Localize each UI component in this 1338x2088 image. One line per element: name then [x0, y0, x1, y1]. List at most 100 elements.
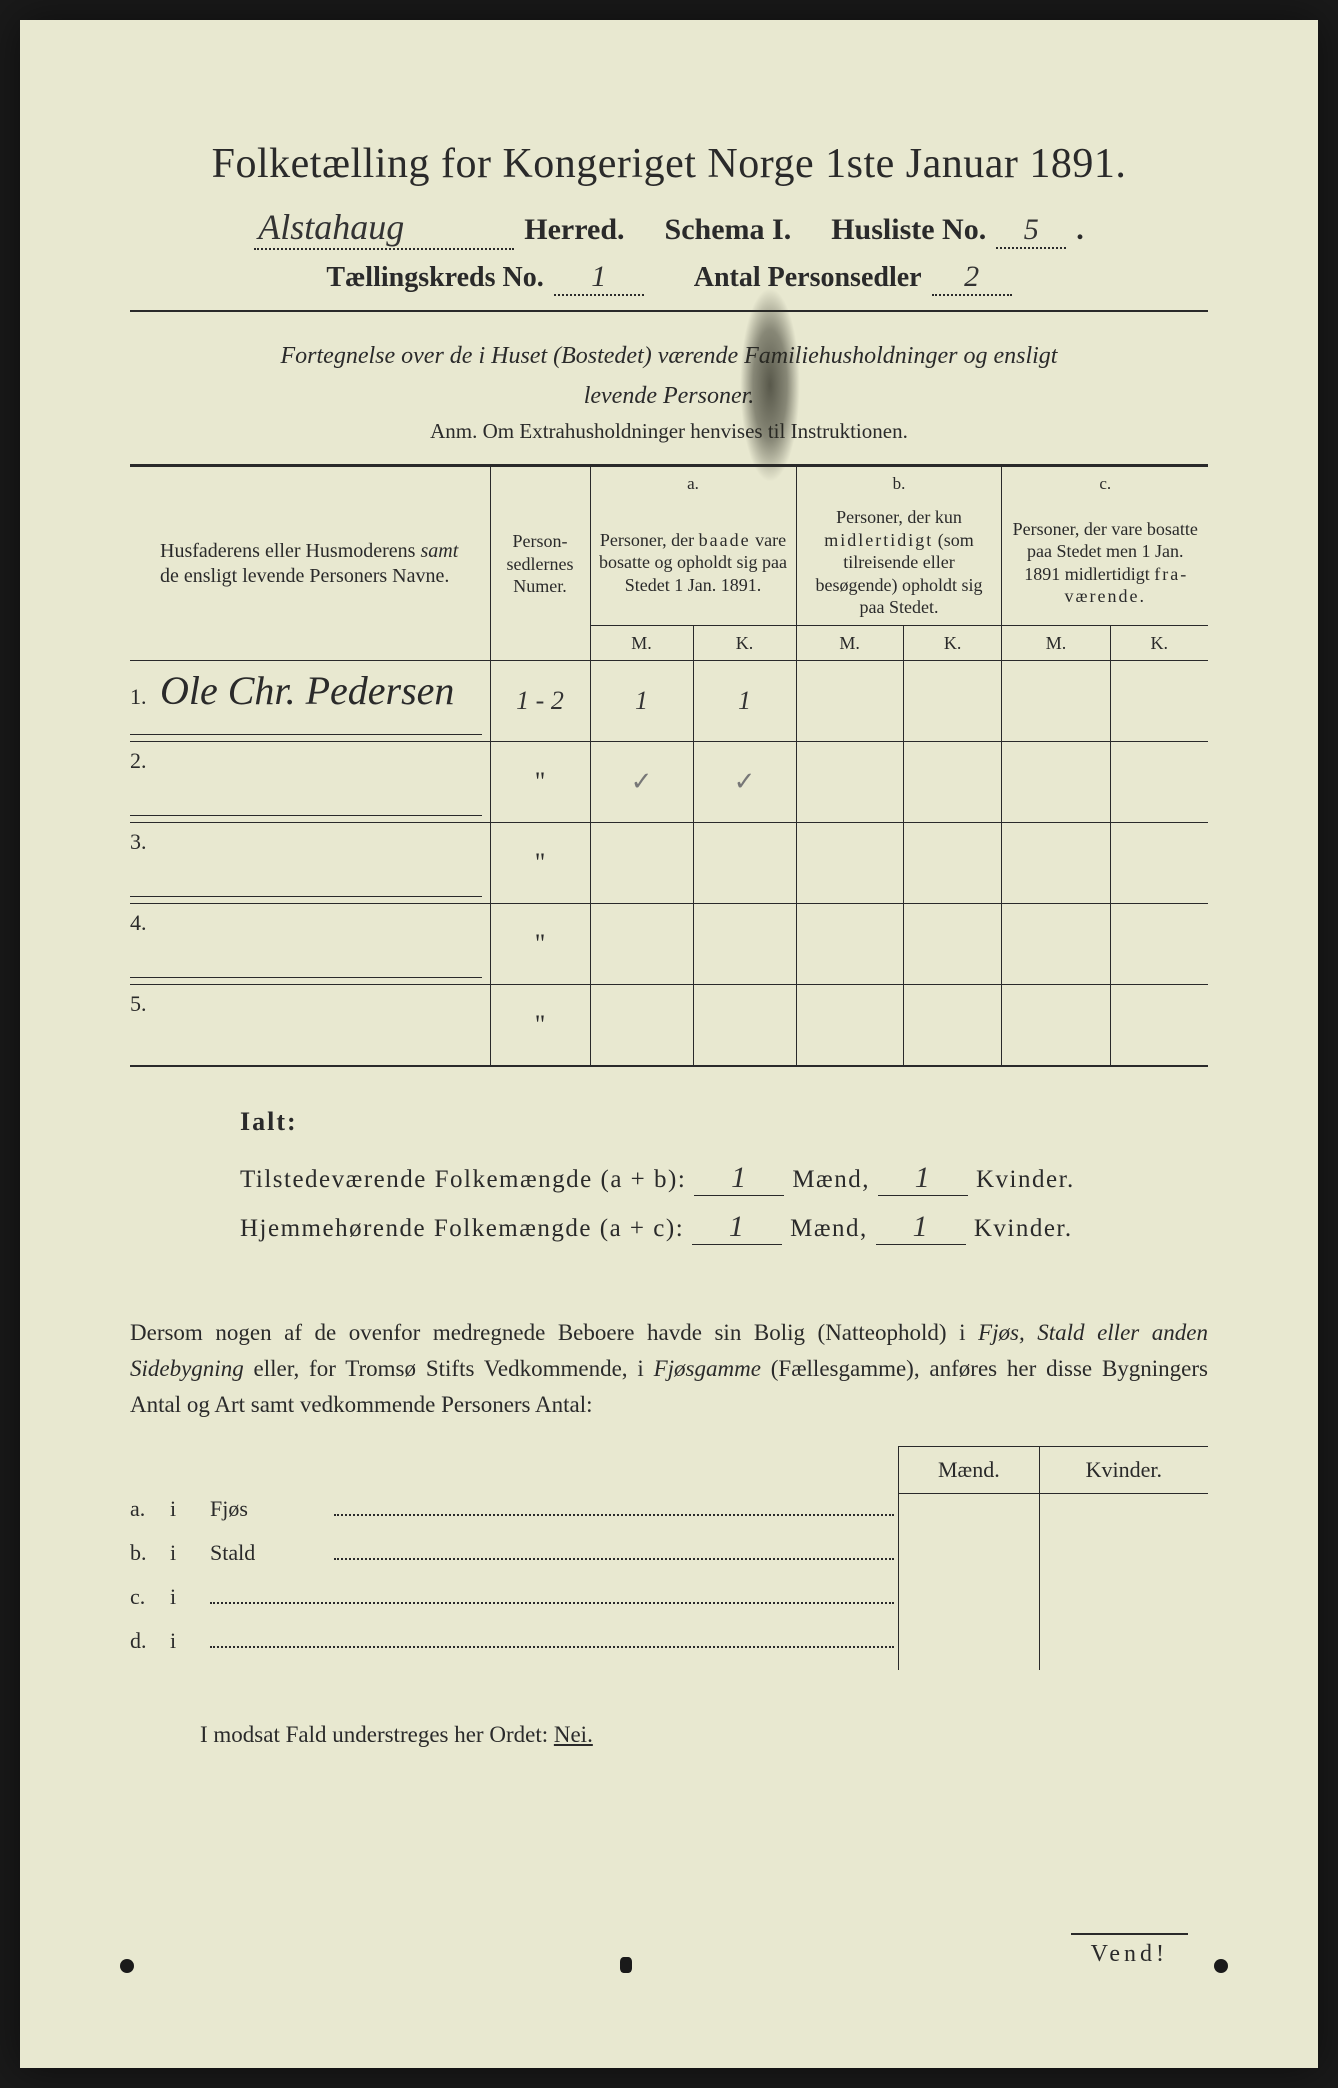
herred-label: Herred. — [524, 213, 624, 247]
ialt-title: Ialt: — [240, 1107, 1168, 1137]
bldg-i: i — [170, 1584, 210, 1610]
dotted-line — [210, 1588, 894, 1604]
col-a-label: a. — [590, 466, 796, 501]
nei-text: I modsat Fald understreges her Ordet: — [200, 1722, 548, 1747]
ialt-maend: Mænd, — [792, 1166, 870, 1194]
ialt-maend: Mænd, — [790, 1215, 868, 1243]
ialt-row-1: Tilstedeværende Folkemængde (a + b): 1 M… — [240, 1161, 1168, 1196]
bldg-maend-header: Mænd. — [899, 1447, 1040, 1494]
row-sedler: 1 - 2 — [490, 661, 590, 742]
antal-label: Antal Personsedler — [694, 262, 922, 294]
header-row-2: Tællingskreds No. 1 Antal Personsedler 2 — [130, 260, 1208, 296]
page-title: Folketælling for Kongeriget Norge 1ste J… — [130, 140, 1208, 188]
hole-punch-icon — [1214, 1959, 1228, 1973]
row-a-m: 1 — [590, 661, 693, 742]
table-row: 1.Ole Chr. Pedersen 1 - 2 1 1 — [130, 661, 1208, 742]
bldg-row: d. i — [130, 1628, 898, 1672]
table-row: 3. " — [130, 823, 1208, 904]
col-c-k: K. — [1110, 625, 1208, 661]
row-num: 2. — [130, 748, 160, 774]
bldg-i: i — [170, 1628, 210, 1654]
kreds-label: Tællingskreds No. — [326, 262, 543, 294]
col-b-label: b. — [796, 466, 1002, 501]
row-b-k — [903, 742, 1002, 823]
table-row: 4. " — [130, 904, 1208, 985]
dotted-line — [334, 1500, 894, 1516]
col-c-label: c. — [1002, 466, 1208, 501]
ialt-v1-m: 1 — [694, 1161, 784, 1196]
header-row-1: Alstahaug Herred. Schema I. Husliste No.… — [130, 206, 1208, 250]
header-block: Alstahaug Herred. Schema I. Husliste No.… — [130, 206, 1208, 312]
bldg-row: b. i Stald — [130, 1540, 898, 1584]
row-b-m — [796, 661, 903, 742]
ialt-kvinder: Kvinder. — [974, 1215, 1073, 1243]
row-a-k: ✓ — [693, 742, 796, 823]
ialt-row1-label: Tilstedeværende Folkemængde (a + b): — [240, 1166, 686, 1194]
husliste-value: 5 — [996, 213, 1066, 249]
bldg-type: Stald — [210, 1540, 330, 1566]
husliste-label: Husliste No. — [831, 213, 986, 247]
hole-punch-icon — [620, 1957, 632, 1973]
row-c-m — [1002, 661, 1110, 742]
ialt-kvinder: Kvinder. — [976, 1166, 1075, 1194]
row-sedler: " — [490, 985, 590, 1067]
row-a-k: 1 — [693, 661, 796, 742]
bldg-lbl: b. — [130, 1540, 170, 1566]
ialt-v1-k: 1 — [878, 1161, 968, 1196]
col-c-m: M. — [1002, 625, 1110, 661]
antal-value: 2 — [932, 260, 1012, 296]
building-section: a. i Fjøs b. i Stald c. i d. i — [130, 1446, 1208, 1672]
col-a-k: K. — [693, 625, 796, 661]
table-row: 5. " — [130, 985, 1208, 1067]
col-b-k: K. — [903, 625, 1002, 661]
col-b-m: M. — [796, 625, 903, 661]
row-num: 3. — [130, 829, 160, 855]
nei-line: I modsat Fald understreges her Ordet: Ne… — [130, 1722, 1208, 1748]
bldg-i: i — [170, 1496, 210, 1522]
row-c-k — [1110, 661, 1208, 742]
ialt-row2-label: Hjemmehørende Folkemængde (a + c): — [240, 1215, 684, 1243]
ialt-v2-m: 1 — [692, 1210, 782, 1245]
row-sedler: " — [490, 904, 590, 985]
row-num: 4. — [130, 910, 160, 936]
fortegnelse-line2: levende Personer. — [130, 380, 1208, 414]
main-table: Husfaderens eller Husmode­rens samt de e… — [130, 464, 1208, 1067]
row-a-m: ✓ — [590, 742, 693, 823]
row-c-k — [1110, 742, 1208, 823]
ialt-block: Ialt: Tilstedeværende Folkemængde (a + b… — [130, 1107, 1208, 1245]
row-c-m — [1002, 742, 1110, 823]
dersom-paragraph: Dersom nogen af de ovenfor medregnede Be… — [130, 1315, 1208, 1422]
vend-label: Vend! — [1071, 1933, 1188, 1968]
bldg-type: Fjøs — [210, 1496, 330, 1522]
herred-value: Alstahaug — [254, 206, 514, 250]
bldg-lbl: c. — [130, 1584, 170, 1610]
row-sedler: " — [490, 823, 590, 904]
bldg-table: Mænd. Kvinder. — [898, 1446, 1208, 1670]
bldg-lbl: a. — [130, 1496, 170, 1522]
hole-punch-icon — [120, 1959, 134, 1973]
dotted-line — [334, 1544, 894, 1560]
census-form-page: Folketælling for Kongeriget Norge 1ste J… — [20, 20, 1318, 2068]
col-a-header: Personer, der baade vare bo­satte og oph… — [590, 500, 796, 625]
ialt-row-2: Hjemmehørende Folkemængde (a + c): 1 Mæn… — [240, 1210, 1168, 1245]
row-num: 1. — [130, 684, 160, 710]
kreds-value: 1 — [554, 260, 644, 296]
fortegnelse-line1: Fortegnelse over de i Huset (Bostedet) v… — [130, 340, 1208, 374]
col-name-header: Husfaderens eller Husmode­rens samt de e… — [160, 540, 458, 587]
table-row: 2. " ✓ ✓ — [130, 742, 1208, 823]
row-name: Ole Chr. Pedersen — [160, 667, 454, 714]
schema-label: Schema I. — [665, 213, 792, 247]
bldg-i: i — [170, 1540, 210, 1566]
col-a-m: M. — [590, 625, 693, 661]
ialt-v2-k: 1 — [876, 1210, 966, 1245]
dotted-line — [210, 1632, 894, 1648]
row-b-m — [796, 742, 903, 823]
bldg-row: a. i Fjøs — [130, 1496, 898, 1540]
bldg-kvinder-header: Kvinder. — [1039, 1447, 1208, 1494]
row-b-k — [903, 661, 1002, 742]
anm-note: Anm. Om Extrahusholdninger henvises til … — [130, 419, 1208, 444]
nei-word: Nei. — [554, 1722, 593, 1747]
bldg-lbl: d. — [130, 1628, 170, 1654]
col-b-header: Personer, der kun midler­tidigt (som til… — [796, 500, 1002, 625]
col-num-header: Person­sedler­nes Numer. — [490, 466, 590, 661]
